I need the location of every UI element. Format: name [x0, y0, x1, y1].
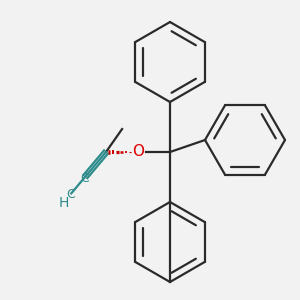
- Text: O: O: [132, 145, 144, 160]
- Text: C: C: [80, 172, 89, 185]
- Text: H: H: [58, 196, 69, 210]
- Text: C: C: [66, 188, 75, 201]
